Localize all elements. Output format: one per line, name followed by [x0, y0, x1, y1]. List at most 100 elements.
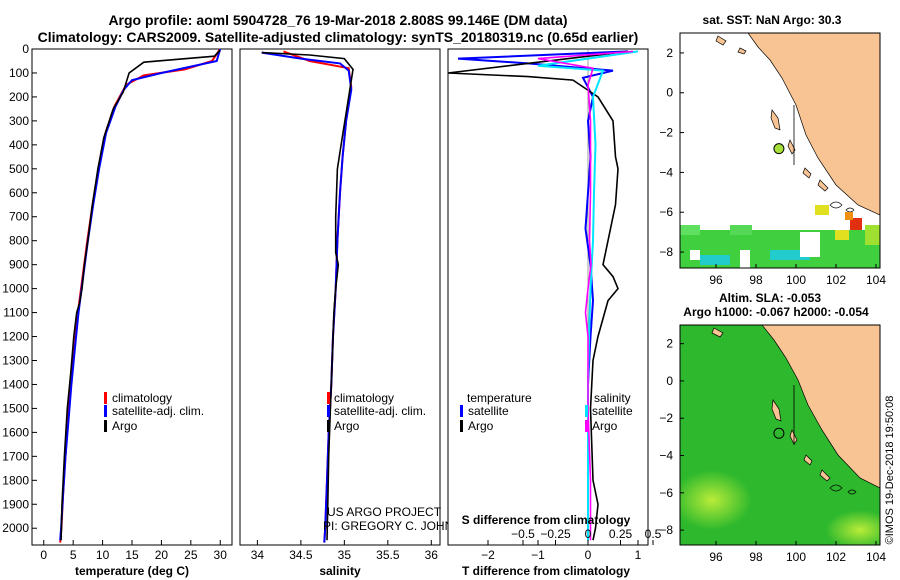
salinity-ticks: 34 34.5 35 35.5 36 [251, 540, 438, 562]
x-tick-label: 34 [251, 548, 265, 562]
y-tick-label: 1400 [2, 377, 29, 391]
y-tick-label: 200 [9, 90, 29, 104]
x-tick-label: 0 [585, 548, 592, 562]
s-tick-label: −0.25 [540, 527, 571, 541]
title-line-2: Climatology: CARS2009. Satellite-adjuste… [38, 29, 639, 45]
legend-climatology-label: climatology [112, 391, 172, 405]
temperature-panel: 0100200300400500600700800900100011001200… [2, 42, 233, 578]
sst-cell [835, 230, 849, 240]
map-y-tick-label: −2 [659, 126, 673, 140]
y-tick-label: 2000 [2, 521, 29, 535]
series-t-argo [447, 50, 629, 541]
map-x-tick-label: 96 [709, 550, 723, 564]
s-tick-label: 0 [585, 527, 592, 541]
s-tick-label: 0.25 [609, 527, 633, 541]
y-tick-label: 1600 [2, 425, 29, 439]
y-tick-label: 1000 [2, 282, 29, 296]
y-tick-label: 400 [9, 138, 29, 152]
x-tick-label: 25 [184, 548, 198, 562]
sst-map-frame [679, 32, 881, 269]
t-difference-axis-label: T difference from climatology [462, 564, 630, 578]
x-tick-label: 35 [338, 548, 352, 562]
sst-cell [740, 250, 750, 268]
legend-sal-climatology-swatch [327, 392, 330, 404]
map-x-tick-label: 98 [749, 550, 763, 564]
sst-cell [700, 255, 730, 265]
sst-cell [845, 212, 853, 220]
x-tick-label: 34.5 [289, 548, 313, 562]
map-y-tick-label: 2 [666, 337, 673, 351]
legend-sal-climatology-label: climatology [334, 391, 394, 405]
s-tick-label: 0.5 [645, 527, 662, 541]
map-x-tick-label: 102 [826, 550, 846, 564]
series-argo [60, 49, 221, 541]
x-tick-label: 10 [96, 548, 110, 562]
map-x-tick-label: 104 [866, 273, 886, 287]
legend-argo-label: Argo [112, 419, 138, 433]
sst-cell [770, 250, 810, 260]
sla-map-subtitle: Argo h1000: -0.067 h2000: -0.054 [683, 305, 869, 319]
sla-map-content [680, 325, 880, 545]
map-x-tick-label: 102 [826, 273, 846, 287]
sla-high-anomaly [680, 470, 752, 530]
legend-t-satellite-swatch [460, 405, 463, 417]
legend-sal-satellite-swatch [327, 405, 330, 417]
difference-legend-salinity: salinity satellite Argo [585, 391, 633, 433]
map-y-tick-label: 0 [666, 86, 673, 100]
legend-s-argo-swatch [585, 420, 588, 432]
map-y-tick-label: −8 [659, 523, 673, 537]
map-y-tick-label: −8 [659, 245, 673, 259]
salinity-axis-label: salinity [319, 564, 361, 578]
sst-map-panel: sat. SST: NaN Argo: 30.3 [659, 13, 886, 287]
temperature-ticks: 0 5 10 15 20 25 30 [40, 540, 227, 562]
y-tick-label: 1900 [2, 497, 29, 511]
salinity-legend: climatology satellite-adj. clim. Argo [327, 391, 426, 433]
map-y-tick-label: −6 [659, 486, 673, 500]
map-x-tick-label: 98 [749, 273, 763, 287]
sst-cell [865, 225, 880, 245]
sumatra-land-sla [761, 325, 880, 489]
bathymetry-contours [829, 201, 855, 213]
legend-sal-argo-label: Argo [334, 419, 360, 433]
title-line-1: Argo profile: aoml 5904728_76 19-Mar-201… [108, 12, 567, 28]
legend-s-satellite-label: satellite [592, 404, 633, 418]
x-tick-label: 35.5 [376, 548, 400, 562]
sumatra-land [747, 33, 880, 216]
legend-s-argo-label: Argo [592, 419, 618, 433]
y-tick-label: 900 [9, 258, 29, 272]
y-tick-label: 700 [9, 210, 29, 224]
map-x-tick-label: 100 [786, 550, 806, 564]
x-tick-label: 20 [155, 548, 169, 562]
y-tick-label: 800 [9, 234, 29, 248]
y-tick-label: 1800 [2, 473, 29, 487]
sst-cell [800, 232, 820, 257]
sla-map-frame [679, 324, 881, 546]
legend-salinity-title: salinity [594, 391, 631, 405]
sst-cell [815, 205, 829, 215]
bathymetry-contours-sla [829, 484, 857, 495]
temperature-legend: climatology satellite-adj. clim. Argo [104, 391, 204, 433]
legend-sal-satellite-label: satellite-adj. clim. [334, 404, 426, 418]
islands [715, 35, 829, 192]
series-s-argo [537, 50, 634, 541]
legend-t-argo-label: Argo [468, 419, 494, 433]
x-tick-label: −2 [481, 548, 495, 562]
pressure-ticks: 0 100 200 300 400 500 600 700 800 900 1000 1100 1200… [2, 42, 37, 535]
sla-high-anomaly [825, 510, 880, 545]
y-tick-label: 100 [9, 66, 29, 80]
argo-position-marker [773, 143, 785, 155]
legend-t-satellite-label: satellite [468, 404, 509, 418]
y-tick-label: 1100 [3, 306, 29, 320]
legend-satellite-swatch [104, 405, 107, 417]
y-tick-label: 0 [22, 42, 29, 56]
legend-t-argo-swatch [460, 420, 463, 432]
x-tick-label: −1 [531, 548, 545, 562]
series-satellite-adj-clim- [261, 51, 353, 543]
t-difference-ticks: −2 −1 0 1 [481, 540, 642, 562]
difference-panel: −2 −1 0 1 −0.5 −0.25 0 0.25 0.5 S difference fr… [447, 48, 662, 578]
map-x-tick-label: 96 [709, 273, 723, 287]
project-line-1: US ARGO PROJECT [327, 505, 442, 519]
legend-satellite-label: satellite-adj. clim. [112, 404, 204, 418]
project-line-2: PI: GREGORY C. JOHNSON [323, 519, 479, 533]
